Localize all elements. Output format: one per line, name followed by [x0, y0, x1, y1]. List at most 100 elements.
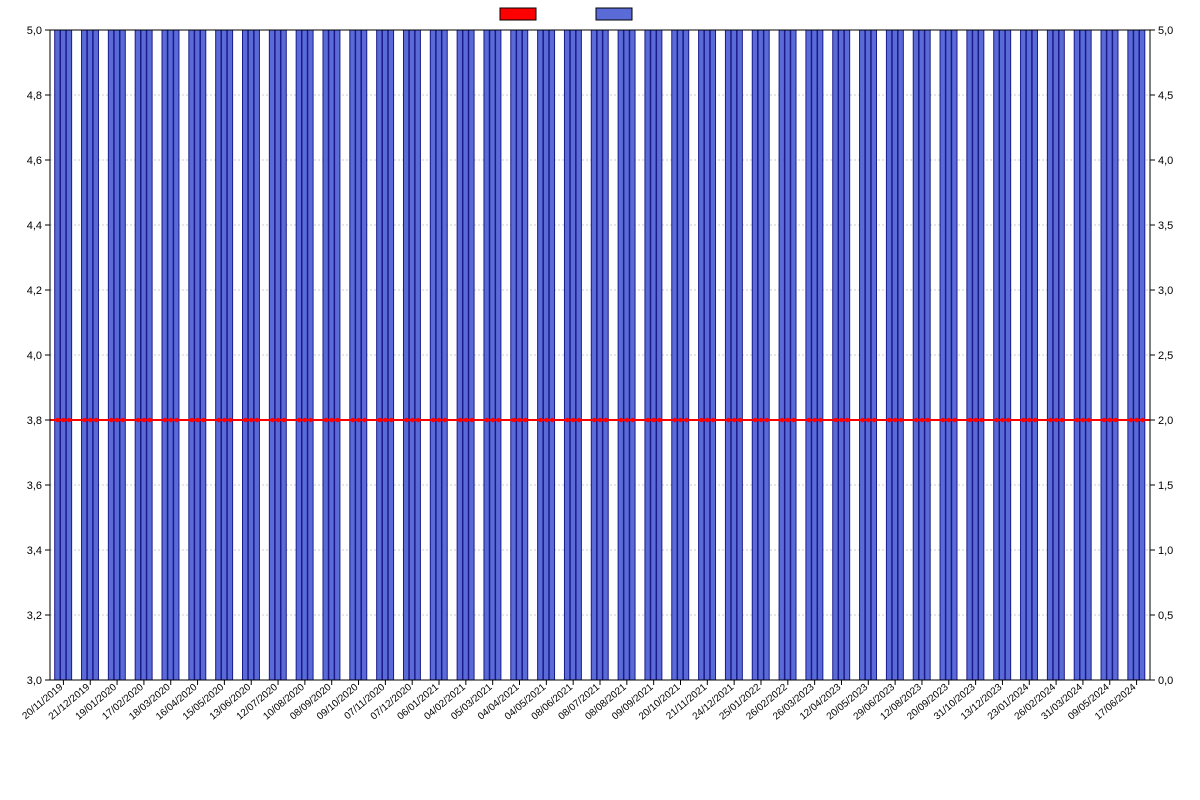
line-marker	[523, 418, 527, 422]
bar	[1059, 30, 1064, 680]
line-marker	[1033, 418, 1037, 422]
bar	[490, 30, 495, 680]
bar	[323, 30, 328, 680]
line-marker	[571, 418, 575, 422]
line-marker	[544, 418, 548, 422]
bar	[174, 30, 179, 680]
line-marker	[437, 418, 441, 422]
y-axis-left: 3,03,23,43,63,84,04,24,44,64,85,0	[27, 25, 50, 687]
bar	[1021, 30, 1026, 680]
bar	[865, 30, 870, 680]
line-marker	[538, 418, 542, 422]
bar	[1032, 30, 1037, 680]
bar	[860, 30, 865, 680]
line-marker	[786, 418, 790, 422]
line-marker	[282, 418, 286, 422]
line-marker	[136, 418, 140, 422]
y-left-tick-label: 4,6	[27, 155, 42, 167]
bar	[189, 30, 194, 680]
line-marker	[672, 418, 676, 422]
line-marker	[839, 418, 843, 422]
y-right-tick-label: 1,0	[1158, 545, 1173, 557]
bar	[1107, 30, 1112, 680]
bar	[925, 30, 930, 680]
bar	[973, 30, 978, 680]
bar	[147, 30, 152, 680]
bar	[195, 30, 200, 680]
bar	[651, 30, 656, 680]
bar	[967, 30, 972, 680]
line-marker	[1006, 418, 1010, 422]
bar	[248, 30, 253, 680]
line-marker	[1113, 418, 1117, 422]
bar	[329, 30, 334, 680]
line-marker	[174, 418, 178, 422]
y-right-tick-label: 3,5	[1158, 220, 1173, 232]
line-marker	[860, 418, 864, 422]
bar	[1113, 30, 1118, 680]
bar	[1080, 30, 1085, 680]
line-marker	[979, 418, 983, 422]
x-axis: 20/11/201921/12/201919/01/202017/02/2020…	[20, 680, 1138, 722]
line-marker	[866, 418, 870, 422]
bar	[1074, 30, 1079, 680]
bar	[710, 30, 715, 680]
bar	[1128, 30, 1133, 680]
line-marker	[362, 418, 366, 422]
line-marker	[490, 418, 494, 422]
line-marker	[243, 418, 247, 422]
line-marker	[485, 418, 489, 422]
bar	[216, 30, 221, 680]
bar	[61, 30, 66, 680]
line-marker	[216, 418, 220, 422]
y-right-tick-label: 3,0	[1158, 285, 1173, 297]
bar	[570, 30, 575, 680]
line-marker	[335, 418, 339, 422]
line-marker	[651, 418, 655, 422]
line-marker	[738, 418, 742, 422]
line-marker	[297, 418, 301, 422]
line-marker	[678, 418, 682, 422]
chart-container: 3,03,23,43,63,84,04,24,44,64,85,00,00,51…	[0, 0, 1200, 800]
line-marker	[604, 418, 608, 422]
line-marker	[711, 418, 715, 422]
line-marker	[1054, 418, 1058, 422]
line-marker	[952, 418, 956, 422]
line-marker	[142, 418, 146, 422]
line-marker	[1000, 418, 1004, 422]
bar	[597, 30, 602, 680]
line-marker	[630, 418, 634, 422]
bar	[1053, 30, 1058, 680]
bar	[275, 30, 280, 680]
bar	[704, 30, 709, 680]
y-right-tick-label: 0,5	[1158, 610, 1173, 622]
bar	[135, 30, 140, 680]
bar	[522, 30, 527, 680]
bar	[162, 30, 167, 680]
y-right-tick-label: 2,5	[1158, 350, 1173, 362]
bar	[227, 30, 232, 680]
bar	[281, 30, 286, 680]
bar	[168, 30, 173, 680]
line-marker	[1087, 418, 1091, 422]
bar	[946, 30, 951, 680]
line-marker	[684, 418, 688, 422]
line-marker	[195, 418, 199, 422]
line-marker	[67, 418, 71, 422]
bar	[463, 30, 468, 680]
bar	[752, 30, 757, 680]
y-left-tick-label: 4,4	[27, 220, 42, 232]
line-marker	[759, 418, 763, 422]
line-marker	[443, 418, 447, 422]
bar	[302, 30, 307, 680]
chart-svg: 3,03,23,43,63,84,04,24,44,64,85,00,00,51…	[0, 0, 1200, 800]
line-marker	[377, 418, 381, 422]
bar	[382, 30, 387, 680]
bar	[436, 30, 441, 680]
bar	[377, 30, 382, 680]
bar	[1101, 30, 1106, 680]
line-marker	[82, 418, 86, 422]
bar	[66, 30, 71, 680]
bar	[469, 30, 474, 680]
bar	[737, 30, 742, 680]
